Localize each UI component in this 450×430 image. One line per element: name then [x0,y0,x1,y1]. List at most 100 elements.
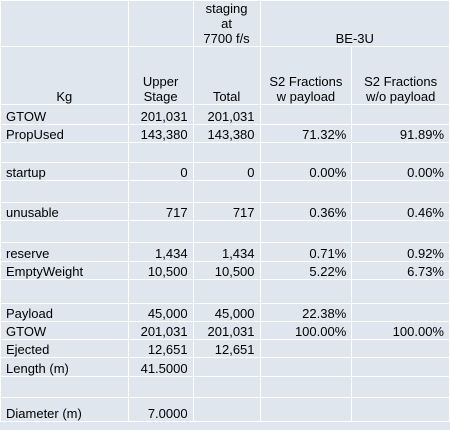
s2-with-payload-cell[interactable] [259,180,353,203]
row-label[interactable]: PropUsed [0,124,129,143]
row-label[interactable]: unusable [0,202,129,221]
col-header-s2-with-payload[interactable]: S2 Fractions w payload [259,46,353,105]
s2-without-payload-cell[interactable] [351,357,450,377]
table-row [0,279,450,304]
s2-without-payload-cell[interactable]: 100.00% [351,321,450,340]
upper-stage-cell[interactable]: 717 [127,202,194,221]
s2-with-payload-cell[interactable] [259,104,353,125]
s2-with-payload-cell[interactable]: 100.00% [259,321,353,340]
s2-with-payload-cell[interactable] [259,397,353,422]
s2-with-payload-cell[interactable]: 0.36% [259,202,353,221]
row-label[interactable]: Diameter (m) [0,397,129,422]
upper-stage-cell[interactable]: 0 [127,162,194,181]
total-cell[interactable] [192,220,261,243]
s2-without-payload-cell[interactable] [351,279,450,304]
s2-with-payload-cell[interactable] [259,339,353,358]
upper-stage-cell[interactable]: 45,000 [127,303,194,322]
total-cell[interactable]: 201,031 [192,104,261,125]
col-header-upper-stage[interactable]: Upper Stage [127,46,194,105]
upper-stage-cell[interactable]: 7.0000 [127,397,194,422]
total-cell[interactable]: 10,500 [192,261,261,280]
upper-stage-cell[interactable]: 201,031 [127,321,194,340]
row-label[interactable]: EmptyWeight [0,261,129,280]
s2-with-payload-cell[interactable] [259,376,353,398]
total-cell[interactable] [192,279,261,304]
col-header-s2-with-payload-text: S2 Fractions w payload [269,74,343,104]
s2-without-payload-cell[interactable] [351,220,450,243]
staging-header[interactable]: staging at 7700 f/s [192,0,261,47]
s2-with-payload-cell[interactable] [259,357,353,377]
table-row: Ejected 12,651 12,651 [0,339,450,358]
table-row [0,180,450,203]
row-label[interactable] [0,376,129,398]
s2-without-payload-cell[interactable]: 0.92% [351,242,450,262]
s2-without-payload-cell[interactable]: 6.73% [351,261,450,280]
row-label[interactable]: reserve [0,242,129,262]
s2-without-payload-cell[interactable] [351,142,450,163]
s2-with-payload-cell[interactable] [259,220,353,243]
s2-with-payload-cell[interactable]: 0.00% [259,162,353,181]
s2-without-payload-cell[interactable]: 0.46% [351,202,450,221]
s2-without-payload-cell[interactable] [351,376,450,398]
upper-stage-cell[interactable] [127,142,194,163]
total-cell[interactable] [192,357,261,377]
total-cell[interactable]: 717 [192,202,261,221]
upper-stage-cell[interactable]: 41.5000 [127,357,194,377]
s2-without-payload-cell[interactable]: 0.00% [351,162,450,181]
upper-stage-cell[interactable] [127,279,194,304]
table-row: reserve 1,434 1,434 0.71% 0.92% [0,242,450,262]
row-label[interactable] [0,142,129,163]
s2-with-payload-cell[interactable]: 5.22% [259,261,353,280]
col-header-total[interactable]: Total [192,46,261,105]
upper-stage-cell[interactable]: 12,651 [127,339,194,358]
s2-with-payload-cell[interactable]: 22.38% [259,303,353,322]
header-row-columns: Kg Upper Stage Total S2 Fractions w payl… [0,46,450,105]
row-label[interactable]: startup [0,162,129,181]
header-cell-empty[interactable] [127,0,194,47]
total-cell[interactable]: 143,380 [192,124,261,143]
total-cell[interactable] [192,376,261,398]
col-header-kg[interactable]: Kg [0,46,129,105]
total-cell[interactable] [192,397,261,422]
upper-stage-cell[interactable] [127,180,194,203]
row-label[interactable] [0,279,129,304]
total-cell[interactable] [192,142,261,163]
row-label[interactable]: Payload [0,303,129,322]
row-label[interactable]: Length (m) [0,357,129,377]
row-label[interactable]: GTOW [0,321,129,340]
upper-stage-cell[interactable] [127,376,194,398]
upper-stage-cell[interactable]: 1,434 [127,242,194,262]
table-row: EmptyWeight 10,500 10,500 5.22% 6.73% [0,261,450,280]
s2-without-payload-cell[interactable] [351,397,450,422]
s2-without-payload-cell[interactable]: 91.89% [351,124,450,143]
s2-with-payload-cell[interactable]: 71.32% [259,124,353,143]
s2-with-payload-cell[interactable] [259,279,353,304]
table-row [0,220,450,243]
total-cell[interactable]: 12,651 [192,339,261,358]
row-label[interactable]: Ejected [0,339,129,358]
s2-with-payload-cell[interactable] [259,142,353,163]
header-cell-empty[interactable] [0,0,129,47]
upper-stage-cell[interactable]: 143,380 [127,124,194,143]
total-cell[interactable]: 45,000 [192,303,261,322]
upper-stage-cell[interactable]: 10,500 [127,261,194,280]
header-row-top: staging at 7700 f/s BE-3U [0,0,450,47]
col-header-s2-without-payload-text: S2 Fractions w/o payload [364,74,438,104]
engine-header[interactable]: BE-3U [259,0,450,47]
s2-without-payload-cell[interactable] [351,339,450,358]
table-row: startup 0 0 0.00% 0.00% [0,162,450,181]
col-header-s2-without-payload[interactable]: S2 Fractions w/o payload [351,46,450,105]
total-cell[interactable]: 1,434 [192,242,261,262]
row-label[interactable]: GTOW [0,104,129,125]
row-label[interactable] [0,180,129,203]
s2-without-payload-cell[interactable] [351,303,450,322]
s2-without-payload-cell[interactable] [351,180,450,203]
s2-without-payload-cell[interactable] [351,104,450,125]
upper-stage-cell[interactable] [127,220,194,243]
upper-stage-cell[interactable]: 201,031 [127,104,194,125]
row-label[interactable] [0,220,129,243]
s2-with-payload-cell[interactable]: 0.71% [259,242,353,262]
total-cell[interactable]: 0 [192,162,261,181]
total-cell[interactable]: 201,031 [192,321,261,340]
total-cell[interactable] [192,180,261,203]
